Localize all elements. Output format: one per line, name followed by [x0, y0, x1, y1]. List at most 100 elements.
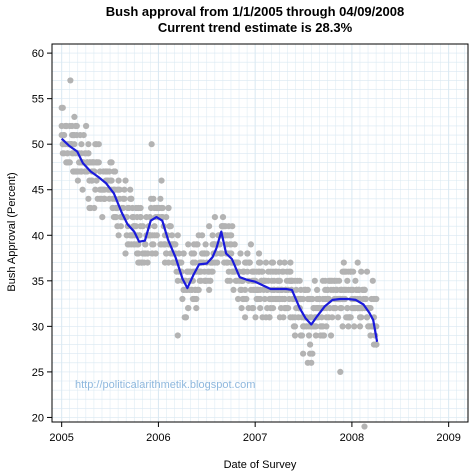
- poll-point: [305, 332, 313, 339]
- poll-point: [298, 332, 306, 339]
- y-tick-label: 40: [32, 230, 44, 242]
- poll-point: [235, 295, 242, 303]
- poll-point: [363, 314, 371, 321]
- poll-point: [106, 168, 113, 175]
- poll-point: [312, 323, 319, 330]
- poll-point: [128, 195, 135, 202]
- y-tick-label: 20: [32, 412, 44, 424]
- poll-point: [307, 341, 314, 348]
- poll-point: [347, 314, 354, 321]
- trend-line: [60, 137, 379, 342]
- poll-point: [228, 250, 235, 257]
- trend-line-group: [60, 137, 379, 342]
- poll-point: [132, 223, 140, 230]
- poll-point: [113, 214, 120, 221]
- y-tick-label: 55: [32, 94, 44, 106]
- poll-point: [250, 305, 257, 312]
- poll-point: [367, 332, 374, 339]
- poll-point: [151, 223, 158, 230]
- poll-point: [116, 186, 123, 193]
- poll-point: [168, 232, 176, 239]
- poll-point: [235, 259, 242, 266]
- poll-point: [117, 223, 124, 230]
- poll-point: [338, 305, 345, 312]
- y-tick-label: 35: [32, 276, 44, 288]
- poll-point: [255, 250, 263, 257]
- poll-point: [93, 177, 100, 184]
- y-tick-label: 30: [32, 321, 44, 333]
- y-tick-label: 50: [32, 139, 44, 151]
- poll-point: [194, 241, 201, 248]
- poll-point: [373, 295, 380, 303]
- poll-point: [142, 241, 149, 248]
- poll-point: [358, 268, 365, 275]
- poll-point: [195, 286, 202, 293]
- poll-point: [99, 214, 106, 221]
- poll-point: [206, 286, 213, 293]
- poll-point: [192, 259, 199, 266]
- x-tick-label: 2008: [340, 432, 364, 444]
- poll-point: [165, 204, 172, 212]
- poll-point: [350, 268, 357, 275]
- poll-point: [211, 214, 218, 221]
- poll-point: [312, 332, 319, 339]
- poll-point: [135, 250, 142, 257]
- poll-point: [199, 232, 206, 239]
- poll-point: [174, 232, 181, 239]
- poll-point: [345, 323, 352, 330]
- x-tick-label: 2006: [146, 432, 170, 444]
- poll-point: [80, 132, 87, 139]
- poll-point: [85, 195, 92, 202]
- poll-point: [361, 423, 368, 430]
- poll-point: [293, 286, 300, 293]
- poll-point: [296, 277, 303, 284]
- poll-point: [78, 141, 85, 148]
- poll-point: [150, 241, 157, 248]
- poll-point: [159, 204, 166, 212]
- poll-point: [122, 250, 129, 257]
- poll-point: [137, 214, 144, 221]
- poll-point: [354, 259, 361, 266]
- poll-point: [351, 323, 358, 330]
- poll-point: [157, 195, 164, 202]
- poll-point: [344, 277, 351, 284]
- poll-point: [88, 177, 95, 184]
- poll-point: [334, 314, 342, 321]
- poll-point: [262, 259, 270, 266]
- poll-point: [243, 295, 250, 303]
- poll-point: [163, 214, 170, 221]
- poll-point: [60, 132, 68, 139]
- poll-point: [179, 295, 186, 303]
- poll-point: [329, 314, 336, 321]
- poll-point: [83, 122, 90, 130]
- poll-point: [300, 295, 307, 303]
- poll-point: [207, 277, 214, 284]
- poll-point: [219, 214, 227, 221]
- poll-point: [139, 223, 146, 230]
- poll-point: [231, 241, 238, 248]
- poll-point: [148, 141, 155, 148]
- poll-point: [257, 259, 264, 266]
- poll-point: [367, 305, 374, 312]
- poll-point: [144, 259, 151, 266]
- poll-point: [281, 295, 288, 303]
- poll-point: [314, 286, 321, 293]
- x-axis: 2005 2006 2007 2008 2009: [49, 422, 461, 444]
- poll-point: [300, 350, 307, 357]
- poll-point: [115, 232, 122, 239]
- poll-point: [344, 305, 351, 312]
- poll-point: [247, 241, 254, 248]
- poll-point: [182, 314, 189, 321]
- poll-point: [287, 268, 294, 275]
- poll-point: [269, 259, 277, 266]
- poll-point: [206, 223, 213, 230]
- poll-point: [185, 305, 192, 312]
- poll-point: [167, 223, 174, 230]
- poll-point: [308, 359, 315, 366]
- gridlines: [52, 44, 468, 422]
- poll-point: [85, 150, 92, 157]
- poll-point: [101, 195, 108, 202]
- poll-point: [246, 259, 253, 266]
- poll-point: [209, 268, 216, 275]
- poll-point: [193, 295, 200, 303]
